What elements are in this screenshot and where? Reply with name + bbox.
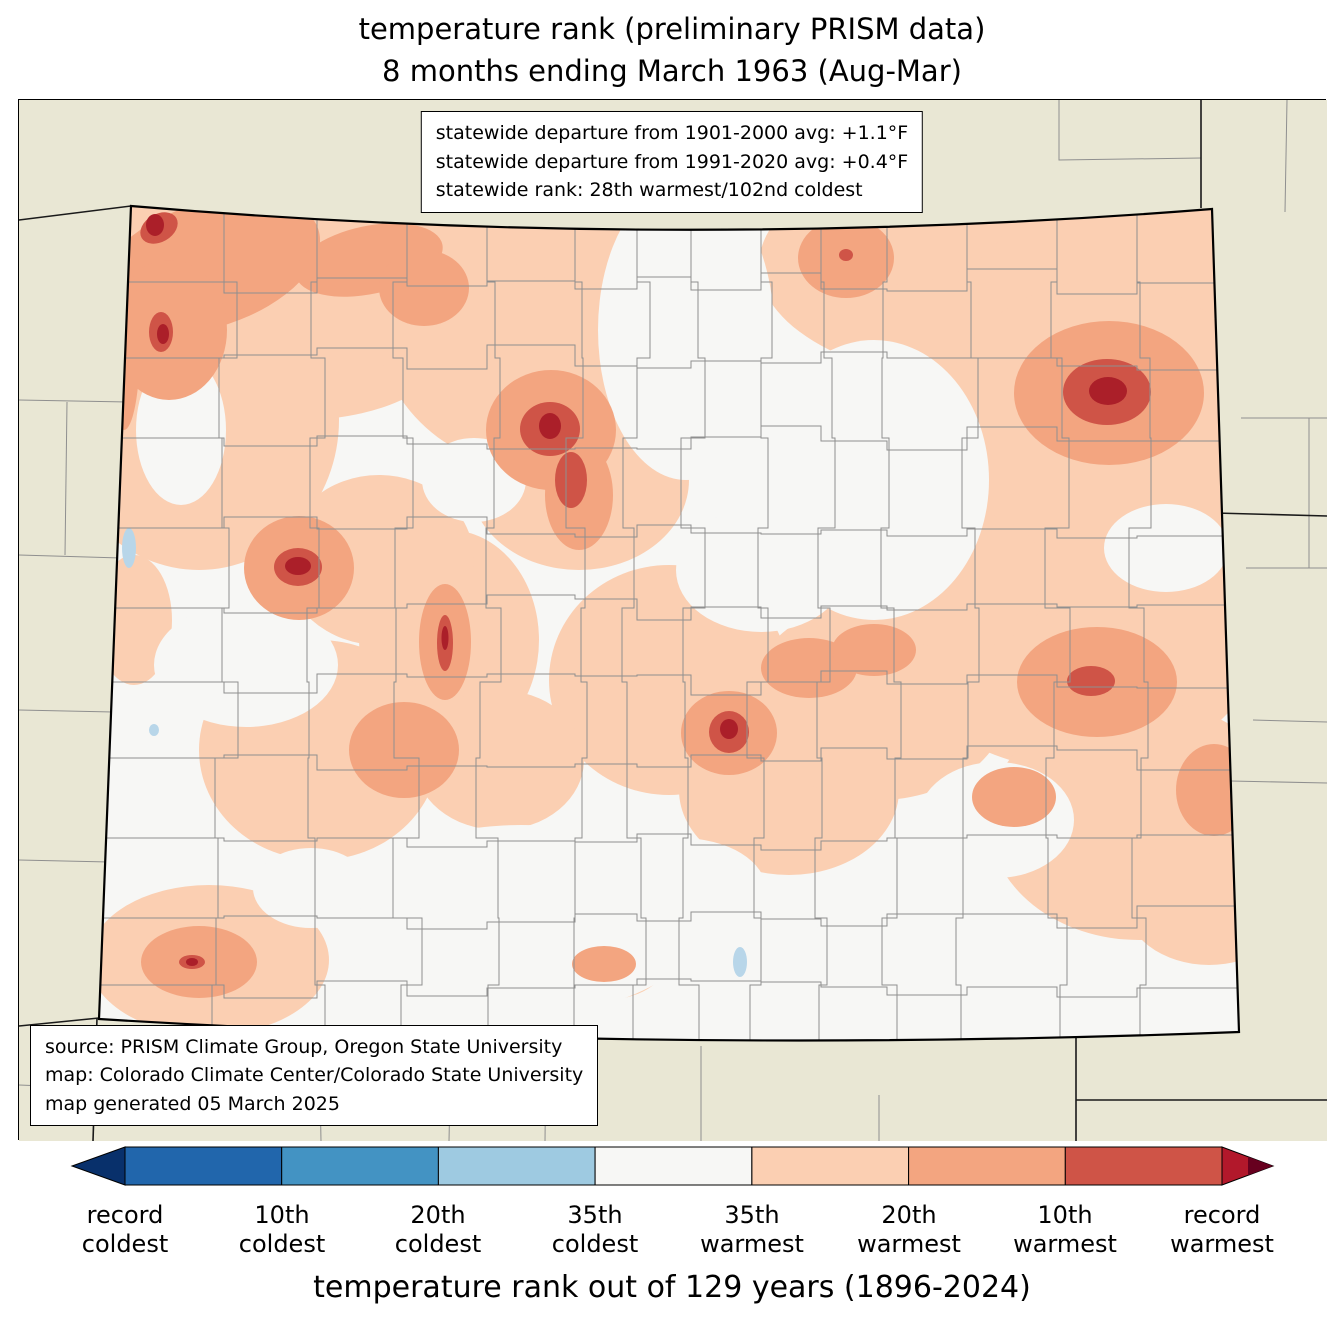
source-line-3: map generated 05 March 2025	[45, 1092, 340, 1115]
figure-title-line2: 8 months ending March 1963 (Aug-Mar)	[382, 54, 962, 89]
colorbar-over-arrow-tip	[1248, 1156, 1273, 1176]
colorbar-label-10th-warmest: 10th warmest	[1013, 1201, 1117, 1258]
record-warmest-cores	[146, 214, 1127, 966]
stats-line-3: statewide rank: 28th warmest/102nd colde…	[435, 179, 863, 201]
colorbar-segment	[751, 1146, 910, 1186]
colorbar-label-record-warmest: record warmest	[1170, 1201, 1274, 1258]
map-frame: statewide departure from 1901-2000 avg: …	[18, 99, 1327, 1141]
colorbar-segment	[594, 1146, 753, 1186]
colorbar-segment	[908, 1146, 1066, 1186]
colorbar-label-20th-warmest: 20th warmest	[857, 1201, 961, 1258]
colorbar-segment	[1064, 1146, 1223, 1186]
colorado-map-svg	[19, 100, 1327, 1141]
stats-line-1: statewide departure from 1901-2000 avg: …	[435, 122, 909, 144]
statewide-stats-box: statewide departure from 1901-2000 avg: …	[420, 111, 924, 213]
colorbar-segment	[437, 1146, 596, 1186]
figure-title-line1: temperature rank (preliminary PRISM data…	[358, 12, 986, 46]
colorbar-label-record-coldest: record coldest	[81, 1201, 169, 1258]
colorbar-over-arrow	[1221, 1146, 1275, 1186]
colorbar-segment	[281, 1146, 439, 1186]
colorbar-segment	[124, 1146, 283, 1186]
neutral-regions	[136, 206, 1228, 1015]
colorbar	[70, 1146, 1275, 1186]
source-line-2: map: Colorado Climate Center/Colorado St…	[45, 1064, 584, 1086]
colorbar-caption: temperature rank out of 129 years (1896-…	[313, 1270, 1031, 1305]
source-attribution-box: source: PRISM Climate Group, Oregon Stat…	[30, 1024, 599, 1126]
stats-line-2: statewide departure from 1991-2020 avg: …	[435, 150, 909, 173]
colorbar-labels: record coldest 10th coldest 20th coldest 35…	[0, 1201, 1344, 1269]
figure-title: temperature rank (preliminary PRISM data…	[0, 8, 1344, 92]
colorbar-label-10th-coldest: 10th coldest	[238, 1201, 326, 1258]
colorbar-label-35th-warmest: 35th warmest	[700, 1201, 804, 1258]
colorbar-under-arrow	[70, 1146, 126, 1186]
colorbar-label-35th-coldest: 35th coldest	[551, 1201, 639, 1258]
neighbor-state-borders	[19, 100, 1327, 1141]
source-line-1: source: PRISM Climate Group, Oregon Stat…	[45, 1035, 563, 1058]
colorbar-label-20th-coldest: 20th coldest	[394, 1201, 482, 1258]
water-bodies	[122, 528, 747, 977]
county-boundary-lines	[99, 206, 1239, 1041]
